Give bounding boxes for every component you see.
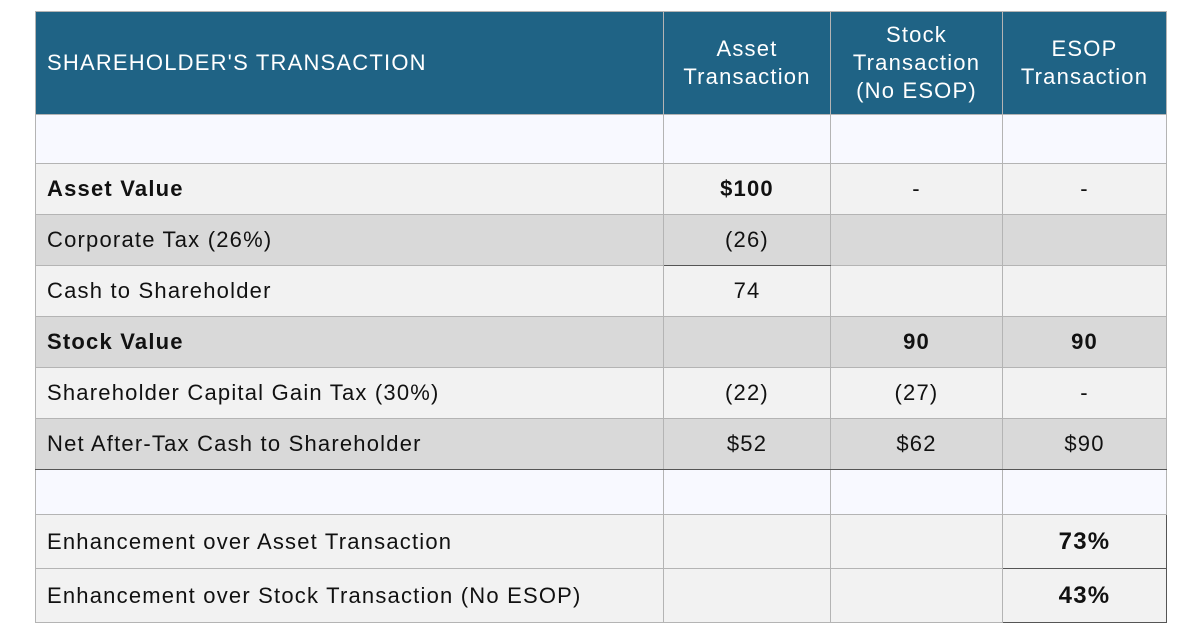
row-cash-to-shareholder: Cash to Shareholder 74 [35,265,1167,317]
row-capital-gain-tax: Shareholder Capital Gain Tax (30%) (22) … [35,367,1167,419]
row-enhancement-stock: Enhancement over Stock Transaction (No E… [35,568,1167,623]
esop-value-cell: - [1002,163,1167,215]
stock-value-cell: (27) [830,367,1003,419]
empty-cell [663,514,831,569]
asset-value-cell: 74 [663,265,831,317]
empty-cell [1002,469,1167,515]
row-label: Cash to Shareholder [35,265,664,317]
empty-cell [663,469,831,515]
row-asset-value: Asset Value $100 - - [35,163,1167,215]
spacer-row [35,469,1167,515]
stock-value-cell: - [830,163,1003,215]
row-stock-value: Stock Value 90 90 [35,316,1167,368]
empty-cell [830,514,1003,569]
esop-value-cell [1002,214,1167,266]
header-row: SHAREHOLDER'S TRANSACTION Asset Transact… [35,11,1167,115]
row-corporate-tax: Corporate Tax (26%) (26) [35,214,1167,266]
empty-cell [663,568,831,623]
row-label: Shareholder Capital Gain Tax (30%) [35,367,664,419]
table-title: SHAREHOLDER'S TRANSACTION [35,11,664,115]
row-enhancement-asset: Enhancement over Asset Transaction 73% [35,514,1167,569]
asset-value-cell: (22) [663,367,831,419]
empty-cell [830,568,1003,623]
empty-cell [830,469,1003,515]
row-label: Asset Value [35,163,664,215]
transaction-table: SHAREHOLDER'S TRANSACTION Asset Transact… [35,11,1167,623]
row-label: Enhancement over Asset Transaction [35,514,664,569]
enhancement-value: 73% [1002,514,1167,569]
asset-value-cell [663,316,831,368]
esop-value-cell [1002,265,1167,317]
header-esop-transaction: ESOP Transaction [1002,11,1167,115]
esop-value-cell: 90 [1002,316,1167,368]
asset-value-cell: $100 [663,163,831,215]
asset-value-cell: $52 [663,418,831,470]
row-label: Stock Value [35,316,664,368]
esop-value-cell: $90 [1002,418,1167,470]
row-net-after-tax: Net After-Tax Cash to Shareholder $52 $6… [35,418,1167,470]
stock-value-cell [830,265,1003,317]
row-label: Enhancement over Stock Transaction (No E… [35,568,664,623]
stock-value-cell: $62 [830,418,1003,470]
stock-value-cell: 90 [830,316,1003,368]
empty-cell [35,469,664,515]
transaction-comparison: SHAREHOLDER'S TRANSACTION Asset Transact… [35,11,1167,623]
asset-value-cell: (26) [663,214,831,266]
empty-cell [663,114,831,164]
empty-cell [830,114,1003,164]
enhancement-value: 43% [1002,568,1167,623]
header-asset-transaction: Asset Transaction [663,11,831,115]
header-stock-transaction: Stock Transaction (No ESOP) [830,11,1003,115]
row-label: Net After-Tax Cash to Shareholder [35,418,664,470]
esop-value-cell: - [1002,367,1167,419]
empty-cell [1002,114,1167,164]
row-label: Corporate Tax (26%) [35,214,664,266]
empty-cell [35,114,664,164]
stock-value-cell [830,214,1003,266]
spacer-row [35,114,1167,164]
